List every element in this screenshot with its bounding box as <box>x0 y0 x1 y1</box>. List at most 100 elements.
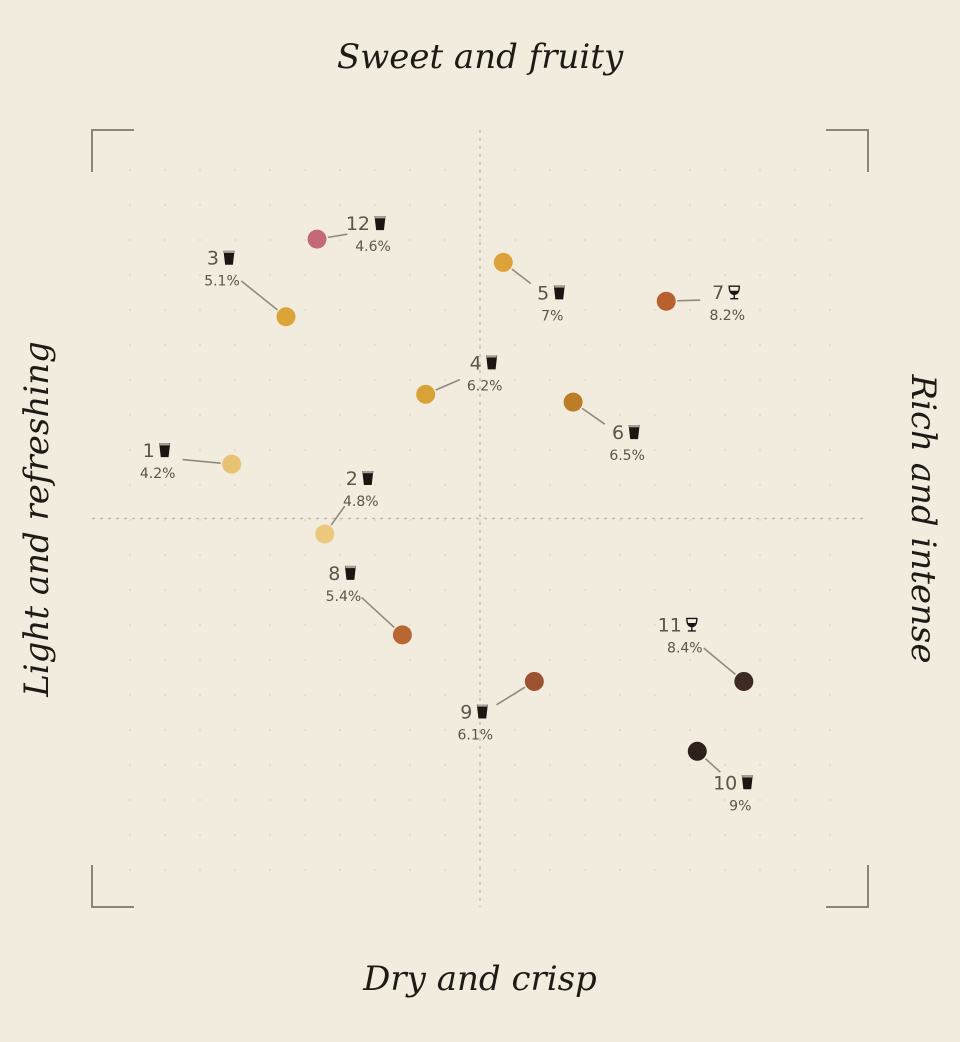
grid-dot <box>549 449 551 451</box>
grid-dot <box>829 764 831 766</box>
point-number-label: 2 <box>346 468 358 490</box>
grid-dot <box>689 239 691 241</box>
grid-dot <box>689 869 691 871</box>
grid-dot <box>479 799 481 801</box>
grid-dot <box>129 449 131 451</box>
grid-dot <box>269 589 271 591</box>
grid-dot <box>654 169 656 171</box>
point-dot <box>315 524 335 544</box>
abv-label: 9% <box>729 798 751 814</box>
grid-dot <box>339 484 341 486</box>
point-number-label: 10 <box>713 772 737 794</box>
beer-point-11: 11 8.4% <box>658 614 754 691</box>
pint-foam <box>375 216 386 219</box>
grid-dot <box>794 554 796 556</box>
grid-dot <box>794 834 796 836</box>
grid-dot <box>619 414 621 416</box>
grid-dot <box>514 729 516 731</box>
grid-dot <box>304 449 306 451</box>
grid-dot <box>374 204 376 206</box>
grid-dot <box>164 694 166 696</box>
grid-dot <box>759 869 761 871</box>
grid-dot <box>409 309 411 311</box>
beer-point-6: 6 6.5% <box>563 392 645 464</box>
grid-dot <box>164 624 166 626</box>
grid-dot <box>374 554 376 556</box>
grid-dot <box>619 554 621 556</box>
point-dot <box>563 392 583 412</box>
grid-dot <box>164 414 166 416</box>
grid-dot <box>584 694 586 696</box>
pint-foam <box>742 775 753 778</box>
grid-dot <box>374 274 376 276</box>
grid-dot <box>619 694 621 696</box>
grid-dot <box>689 694 691 696</box>
grid-dot <box>829 729 831 731</box>
grid-dot <box>829 414 831 416</box>
grid-dot <box>829 274 831 276</box>
grid-dot <box>794 204 796 206</box>
grid-dot <box>829 204 831 206</box>
grid-dot <box>444 554 446 556</box>
grid-dot <box>549 624 551 626</box>
grid-dot <box>234 799 236 801</box>
grid-dot <box>619 379 621 381</box>
grid-dot <box>794 309 796 311</box>
grid-dot <box>164 204 166 206</box>
grid-dot <box>374 309 376 311</box>
grid-dot <box>724 414 726 416</box>
grid-dot <box>514 239 516 241</box>
grid-dot <box>444 309 446 311</box>
grid-dot <box>129 589 131 591</box>
grid-dot <box>199 344 201 346</box>
grid-dot <box>199 414 201 416</box>
point-dot <box>524 671 544 691</box>
grid-dot <box>724 484 726 486</box>
grid-dot <box>199 589 201 591</box>
grid-dot <box>794 799 796 801</box>
grid-dot <box>164 309 166 311</box>
grid-dot <box>689 204 691 206</box>
grid-dot <box>234 729 236 731</box>
grid-dot <box>444 169 446 171</box>
grid-dot <box>339 274 341 276</box>
grid-dot <box>514 379 516 381</box>
pint-glass-icon <box>476 704 488 719</box>
grid-dot <box>794 729 796 731</box>
grid-dot <box>234 834 236 836</box>
grid-dot <box>339 519 341 521</box>
grid-dot <box>689 169 691 171</box>
grid-dot <box>374 169 376 171</box>
abv-label: 5.4% <box>326 589 362 605</box>
grid-dot <box>829 659 831 661</box>
beer-point-4: 4 6.2% <box>416 352 502 404</box>
grid-dot <box>164 834 166 836</box>
grid-dot <box>619 204 621 206</box>
grid-dot <box>339 729 341 731</box>
grid-dot <box>619 764 621 766</box>
grid-dot <box>549 659 551 661</box>
grid-dot <box>689 344 691 346</box>
grid-dot <box>584 729 586 731</box>
grid-dot <box>304 729 306 731</box>
grid-dot <box>479 239 481 241</box>
grid-dot <box>619 729 621 731</box>
grid-dot <box>444 869 446 871</box>
grid-dot <box>234 519 236 521</box>
grid-dot <box>269 799 271 801</box>
grid-dot <box>339 379 341 381</box>
grid-dot <box>269 659 271 661</box>
grid-dot <box>654 694 656 696</box>
grid-dot <box>584 344 586 346</box>
abv-label: 7% <box>541 308 563 324</box>
point-number-label: 8 <box>328 563 340 585</box>
point-dot <box>734 671 754 691</box>
grid-dot <box>164 729 166 731</box>
grid-dot <box>374 624 376 626</box>
abv-label: 8.2% <box>709 308 745 324</box>
grid-dot <box>269 694 271 696</box>
grid-dot <box>374 519 376 521</box>
grid-dot <box>199 659 201 661</box>
grid-dot <box>654 519 656 521</box>
grid-dot <box>689 729 691 731</box>
